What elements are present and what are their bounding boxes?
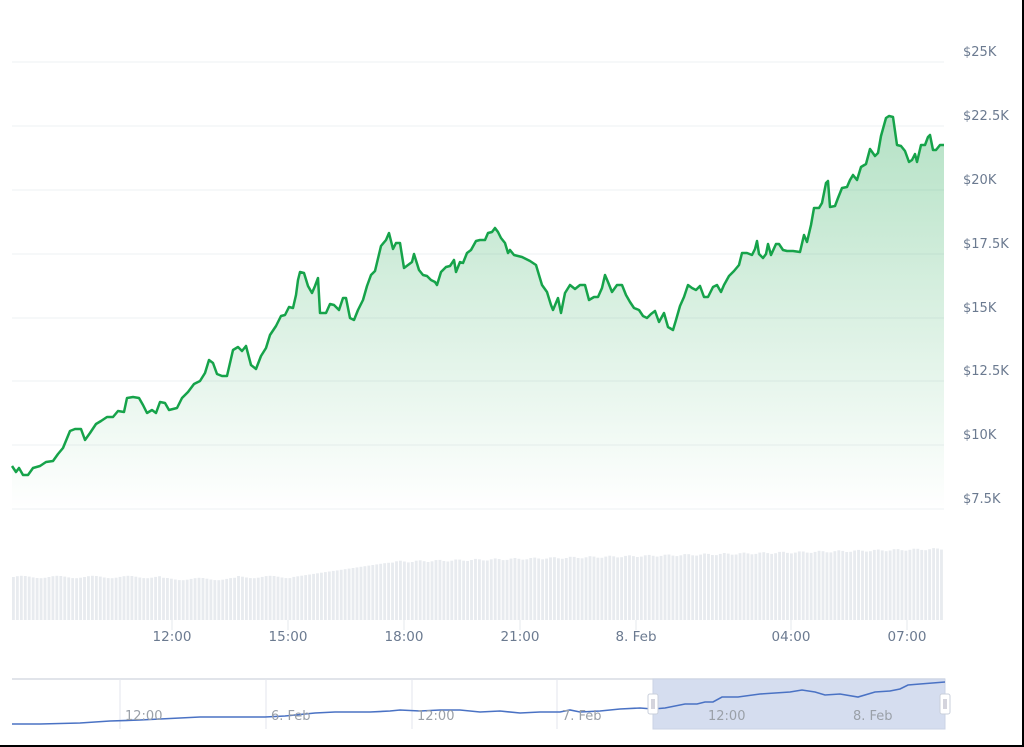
navigator[interactable] xyxy=(12,678,951,730)
navigator-label: 7. Feb xyxy=(562,709,602,724)
navigator-handle-left[interactable] xyxy=(647,693,659,715)
y-axis-label: $25K xyxy=(963,45,997,60)
y-axis-label: $22.5K xyxy=(963,109,1009,124)
navigator-label: 8. Feb xyxy=(853,709,893,724)
y-axis-label: $20K xyxy=(963,173,997,188)
x-axis-label: 04:00 xyxy=(771,629,811,645)
x-axis-label: 07:00 xyxy=(887,629,927,645)
navigator-handle-right[interactable] xyxy=(939,693,951,715)
y-axis-label: $15K xyxy=(963,301,997,316)
x-axis-label: 18:00 xyxy=(384,629,424,645)
navigator-label: 12:00 xyxy=(125,709,163,724)
navigator-label: 6. Feb xyxy=(271,709,311,724)
volume-bars xyxy=(12,548,943,620)
y-axis-label: $10K xyxy=(963,428,997,443)
y-axis-label: $12.5K xyxy=(963,364,1009,379)
x-axis-label: 8. Feb xyxy=(615,629,657,645)
x-axis-label: 15:00 xyxy=(268,629,308,645)
x-axis-label: 12:00 xyxy=(152,629,192,645)
y-axis-label: $17.5K xyxy=(963,237,1009,252)
price-line xyxy=(10,114,944,477)
x-axis-label: 21:00 xyxy=(500,629,540,645)
navigator-selection[interactable] xyxy=(652,678,946,730)
price-area-fill xyxy=(12,116,944,509)
y-axis-label: $7.5K xyxy=(963,492,1001,507)
navigator-line xyxy=(12,681,946,725)
navigator-label: 12:00 xyxy=(708,709,746,724)
navigator-label: 12:00 xyxy=(417,709,455,724)
x-axis-ticks xyxy=(171,620,908,630)
